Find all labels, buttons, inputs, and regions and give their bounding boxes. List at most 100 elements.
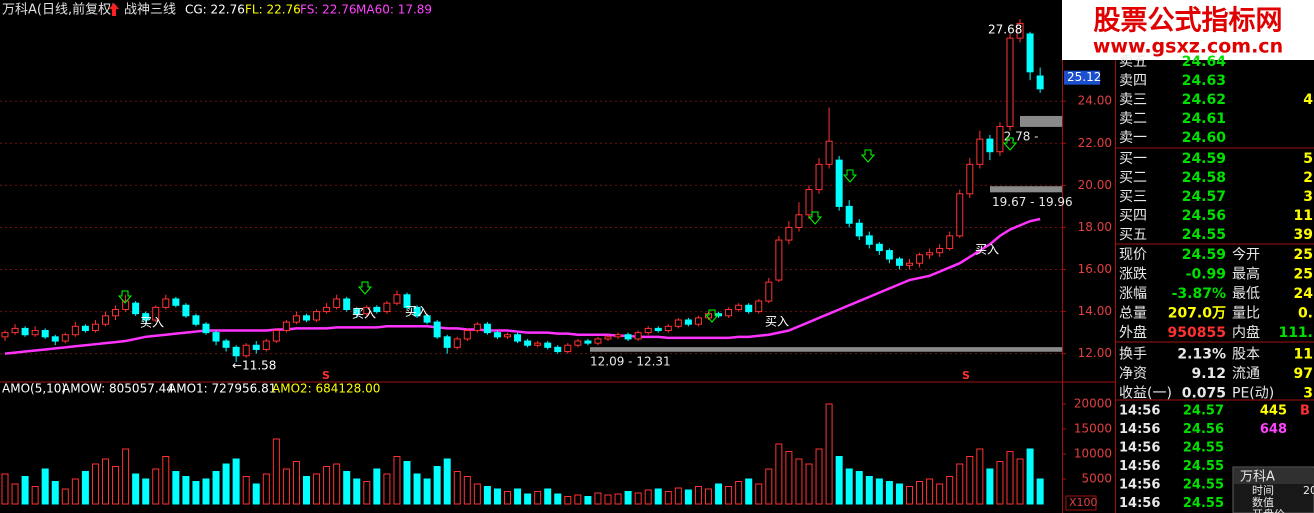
candle-body [805, 189, 813, 216]
candle-body [674, 319, 682, 327]
candle-body [594, 338, 602, 344]
candle-body [192, 315, 200, 325]
quote-value: 111. [1278, 325, 1313, 341]
candle-body [212, 332, 220, 342]
volume-bar [946, 476, 954, 505]
volume-bar [875, 478, 883, 505]
candle-body [785, 226, 793, 241]
volume-bar [554, 493, 562, 505]
tick-cell: 445 [1260, 404, 1287, 419]
signal-arrow [807, 211, 823, 225]
volume-bar [61, 488, 69, 505]
volume-bar [142, 478, 150, 505]
candle-body [353, 308, 361, 315]
volume-bar [232, 458, 240, 505]
quote-value: 950855 [1168, 325, 1226, 341]
volume-bar [81, 471, 89, 505]
candle-body [694, 317, 702, 325]
indicator-value: FS: 22.76 [300, 3, 357, 17]
candle-body [333, 298, 341, 308]
book-label: 买三 [1119, 189, 1147, 205]
quote-value: 3 [1303, 386, 1313, 402]
candle-body [664, 325, 672, 332]
indicator-name: 战神三线 [124, 3, 176, 18]
candle-body [323, 306, 331, 313]
y-tick-label: 12.00 [1078, 346, 1112, 360]
price-marker [1064, 70, 1100, 85]
candle-body [1, 332, 9, 338]
volume-bar [252, 483, 260, 505]
quote-value: 97 [1294, 366, 1313, 382]
volume-bar [504, 491, 511, 505]
quote-value: 2.13% [1177, 347, 1226, 363]
chart-annotation: 买入 [975, 243, 999, 257]
quote-value: 24.59 [1182, 247, 1226, 263]
candle-body [986, 138, 994, 153]
volume-bar [41, 468, 49, 505]
quote-label: 最高 [1232, 266, 1260, 283]
quote-value: 24 [1294, 286, 1314, 302]
candle-body [172, 298, 180, 306]
candle-body [584, 340, 592, 344]
volume-bar [182, 476, 190, 505]
candle-body [1006, 37, 1014, 127]
chart-annotation: ←11.58 [232, 359, 276, 373]
quote-label: 换手 [1119, 346, 1147, 363]
volume-bar [31, 486, 39, 505]
chart-annotation: 27.68 [988, 23, 1022, 37]
indicator-value: FL: 22.76 [245, 3, 301, 17]
candle-body [795, 214, 803, 228]
tick-cell: 24.55 [1183, 478, 1224, 493]
volume-bar [11, 483, 19, 505]
candle-body [775, 239, 783, 281]
watermark-title: 股票公式指标网 [1094, 6, 1283, 37]
volume-bar [353, 478, 361, 505]
volume-bar [1006, 451, 1014, 505]
popup-cell: 开盘价 [1252, 507, 1285, 513]
candle-body [614, 334, 622, 338]
legend-entry: AMO2: 684128.00 [272, 382, 380, 396]
volume-bar [845, 468, 853, 505]
candle-body [835, 159, 843, 207]
volume-bar [906, 486, 913, 505]
volume-bar [1026, 448, 1034, 505]
volume-bar [514, 488, 522, 505]
volume-bar [1036, 478, 1044, 505]
volume-bar [433, 466, 441, 505]
candle-body [373, 306, 381, 313]
candle-body [252, 344, 260, 350]
watermark-bg [1062, 0, 1314, 60]
volume-bar [282, 468, 290, 505]
tick-cell: 14:56 [1119, 496, 1160, 511]
y-tick-label: 10000 [1074, 447, 1112, 461]
candle-body [292, 315, 300, 323]
signal-arrow [357, 281, 373, 295]
popup-title-bar [1234, 468, 1314, 484]
y-tick-label: 5000 [1081, 472, 1112, 486]
candle-body [71, 325, 79, 336]
candle-body [31, 330, 39, 336]
candle-body [453, 338, 461, 348]
quote-label: 涨幅 [1119, 286, 1147, 302]
candle-body [142, 313, 150, 321]
volume-bar [122, 448, 130, 505]
candle-body [343, 298, 351, 310]
candle-body [443, 336, 451, 348]
candle-body [554, 346, 562, 353]
candle-body [544, 342, 552, 348]
book-label: 买一 [1119, 151, 1147, 167]
volume-bar [473, 483, 481, 505]
candle-body [473, 323, 481, 332]
band-label: 19.67 - 19.96 [992, 195, 1073, 209]
support-band [990, 186, 1062, 193]
volume-bar [916, 481, 924, 505]
candle-body [91, 323, 99, 332]
quote-label: 最低 [1232, 286, 1260, 302]
unit-label: X100 [1069, 496, 1098, 509]
volume-bar [483, 486, 491, 505]
candle-body [122, 300, 130, 310]
signal-label: S [322, 369, 330, 382]
candle-body [966, 163, 974, 195]
y-tick-label: 14.00 [1078, 304, 1112, 318]
